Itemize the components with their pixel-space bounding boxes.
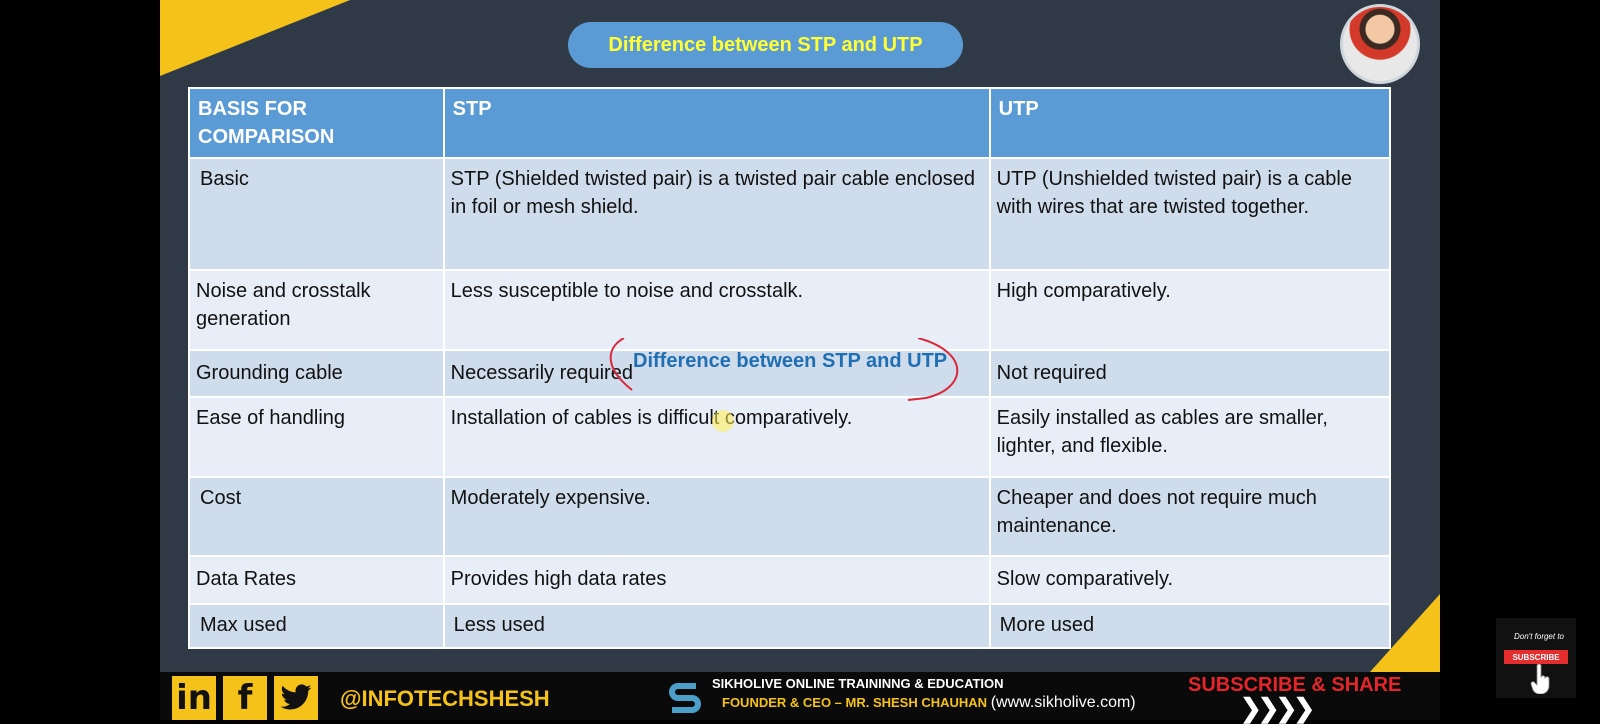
subscribe-tagline: Don't forget to bbox=[1514, 632, 1564, 641]
hand-pointer-icon bbox=[1530, 664, 1550, 694]
table-row: Basic STP (Shielded twisted pair) is a t… bbox=[188, 157, 1392, 271]
row-utp: More used bbox=[988, 603, 1392, 649]
sikholive-logo-icon bbox=[669, 683, 701, 713]
cursor-highlight bbox=[712, 410, 734, 432]
twitter-icon[interactable] bbox=[274, 676, 318, 720]
row-utp: Easily installed as cables are smaller, … bbox=[988, 396, 1392, 478]
row-stp: Necessarily required bbox=[442, 349, 991, 398]
org-founder: FOUNDER & CEO – MR. SHESH CHAUHAN (www.s… bbox=[722, 694, 1136, 712]
facebook-label: f bbox=[237, 678, 253, 718]
subscribe-button[interactable]: SUBSCRIBE bbox=[1504, 650, 1568, 664]
header-basis: BASIS FOR COMPARISON bbox=[188, 87, 445, 159]
founder-text: FOUNDER & CEO – MR. SHESH CHAUHAN bbox=[722, 695, 988, 710]
corner-decoration-top-left bbox=[160, 0, 350, 76]
row-stp: Less used bbox=[442, 603, 991, 649]
social-handle[interactable]: @INFOTECHSHESH bbox=[340, 686, 550, 711]
subscribe-share-cta[interactable]: SUBSCRIBE & SHARE bbox=[1188, 674, 1402, 696]
row-stp: STP (Shielded twisted pair) is a twisted… bbox=[442, 157, 991, 271]
linkedin-label: in bbox=[176, 678, 212, 718]
row-utp: Slow comparatively. bbox=[988, 555, 1392, 605]
row-basis: Max used bbox=[188, 603, 445, 649]
presenter-avatar bbox=[1340, 4, 1420, 84]
row-utp: Cheaper and does not require much mainte… bbox=[988, 476, 1392, 557]
org-name: SIKHOLIVE ONLINE TRAININNG & EDUCATION bbox=[712, 676, 1004, 691]
table-header-row: BASIS FOR COMPARISON STP UTP bbox=[188, 87, 1392, 159]
row-stp: Moderately expensive. bbox=[442, 476, 991, 557]
table-row: Ease of handling Installation of cables … bbox=[188, 396, 1392, 478]
table-row: Max used Less used More used bbox=[188, 603, 1392, 649]
row-stp: Less susceptible to noise and crosstalk. bbox=[442, 269, 991, 351]
row-utp: Not required bbox=[988, 349, 1392, 398]
table-row: Grounding cable Necessarily required Not… bbox=[188, 349, 1392, 398]
header-utp: UTP bbox=[988, 87, 1392, 159]
table-row: Noise and crosstalk generation Less susc… bbox=[188, 269, 1392, 351]
footer-bar bbox=[160, 672, 1440, 720]
twitter-bird-glyph bbox=[280, 684, 312, 710]
row-basis: Basic bbox=[188, 157, 445, 271]
annotation-ink-brackets bbox=[609, 338, 959, 401]
table-row: Cost Moderately expensive. Cheaper and d… bbox=[188, 476, 1392, 557]
row-stp: Installation of cables is difficult comp… bbox=[442, 396, 991, 478]
row-basis: Data Rates bbox=[188, 555, 445, 605]
row-basis: Noise and crosstalk generation bbox=[188, 269, 445, 351]
row-basis: Grounding cable bbox=[188, 349, 445, 398]
header-stp: STP bbox=[442, 87, 991, 159]
row-utp: High comparatively. bbox=[988, 269, 1392, 351]
row-basis: Cost bbox=[188, 476, 445, 557]
row-stp: Provides high data rates bbox=[442, 555, 991, 605]
slide-title: Difference between STP and UTP bbox=[568, 22, 963, 68]
facebook-icon[interactable]: f bbox=[223, 676, 267, 720]
row-utp: UTP (Unshielded twisted pair) is a cable… bbox=[988, 157, 1392, 271]
table-row: Data Rates Provides high data rates Slow… bbox=[188, 555, 1392, 605]
org-website[interactable]: (www.sikholive.com) bbox=[990, 694, 1136, 711]
annotation-label: Difference between STP and UTP bbox=[633, 350, 948, 372]
linkedin-icon[interactable]: in bbox=[172, 676, 216, 720]
row-basis: Ease of handling bbox=[188, 396, 445, 478]
slide: Difference between STP and UTP BASIS FOR… bbox=[160, 0, 1440, 672]
comparison-table: BASIS FOR COMPARISON STP UTP Basic STP (… bbox=[188, 87, 1392, 649]
chevrons-decoration: ❯❯❯❯ bbox=[1240, 693, 1315, 723]
